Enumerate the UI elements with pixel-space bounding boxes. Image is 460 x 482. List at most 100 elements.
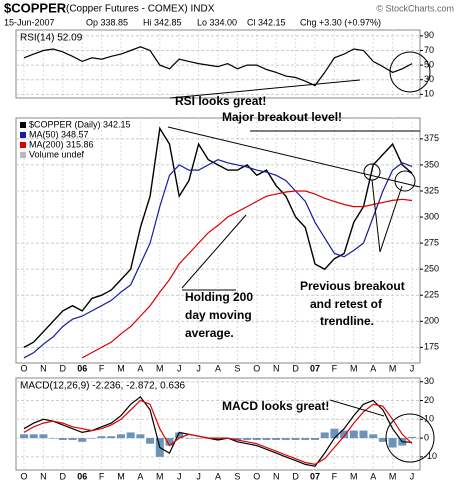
- histogram-bar: [252, 438, 261, 440]
- histogram-bar: [408, 436, 416, 439]
- histogram-bar: [165, 438, 174, 446]
- x-tick-label: J: [177, 471, 182, 481]
- histogram-bar: [369, 434, 378, 439]
- histogram-bar: [20, 434, 28, 439]
- annotation: Holding 200: [185, 290, 253, 304]
- annotation-line: [329, 399, 385, 417]
- legend-label: MA(50) 348.57: [29, 129, 89, 139]
- x-tick-label: 07: [310, 471, 320, 481]
- x-tick-label: M: [117, 363, 125, 373]
- series-line: [81, 190, 413, 359]
- x-tick-label: 06: [77, 363, 87, 373]
- histogram-bar: [388, 438, 397, 448]
- histogram-bar: [58, 438, 67, 440]
- quote: Hi 342.85: [143, 17, 182, 27]
- x-tick-label: D: [60, 363, 67, 373]
- histogram-bar: [78, 438, 87, 442]
- quote: Lo 334.00: [197, 17, 237, 27]
- x-tick-label: O: [253, 471, 260, 481]
- x-tick-label: 06: [77, 471, 87, 481]
- x-tick-label: M: [156, 471, 164, 481]
- x-tick-label: M: [156, 363, 164, 373]
- annotation-circle: [389, 51, 431, 93]
- annotation: and retest of: [310, 297, 383, 311]
- x-tick-label: M: [389, 471, 397, 481]
- x-tick-label: O: [20, 471, 27, 481]
- legend-label: Volume undef: [29, 149, 85, 159]
- x-tick-label: F: [99, 471, 105, 481]
- x-tick-label: D: [292, 363, 299, 373]
- histogram-bar: [311, 438, 319, 440]
- y-tick-label: 90: [424, 30, 434, 40]
- quote: Cl 342.15: [247, 17, 286, 27]
- histogram-bar: [243, 438, 252, 440]
- date: 15-Jun-2007: [4, 17, 55, 27]
- series-line: [23, 399, 413, 466]
- annotation-line: [169, 79, 361, 99]
- x-tick-label: S: [234, 363, 240, 373]
- y-tick-label: 10: [424, 414, 434, 424]
- legend-label: MA(200) 315.86: [29, 139, 94, 149]
- histogram-bar: [330, 428, 339, 439]
- x-tick-label: J: [410, 471, 415, 481]
- histogram-bar: [214, 438, 222, 440]
- x-tick-label: A: [370, 363, 376, 373]
- x-tick-label: S: [234, 471, 240, 481]
- x-tick-label: J: [196, 363, 201, 373]
- x-tick-label: M: [117, 471, 125, 481]
- annotation: Previous breakout: [300, 279, 405, 293]
- x-tick-label: J: [177, 363, 182, 373]
- histogram-bar: [97, 436, 106, 439]
- x-tick-label: O: [20, 363, 27, 373]
- quote: Chg +3.30 (+0.97%): [300, 17, 381, 27]
- x-tick-label: O: [253, 363, 260, 373]
- y-tick-label: 225: [424, 290, 439, 300]
- x-tick-label: A: [137, 363, 143, 373]
- x-tick-label: J: [410, 363, 415, 373]
- quote: Op 338.85: [86, 17, 128, 27]
- histogram-bar: [107, 436, 116, 439]
- x-tick-label: 07: [310, 363, 320, 373]
- series-line: [23, 395, 413, 467]
- legend-swatch: [20, 142, 26, 148]
- y-tick-label: 175: [424, 342, 439, 352]
- y-tick-label: 250: [424, 264, 439, 274]
- histogram-bar: [301, 438, 310, 440]
- y-tick-label: 375: [424, 133, 439, 143]
- annotation-line: [181, 214, 247, 289]
- x-tick-label: M: [350, 471, 358, 481]
- x-tick-label: F: [332, 471, 338, 481]
- annotation: day moving: [185, 308, 252, 322]
- annotation: average.: [185, 326, 234, 340]
- histogram-bar: [175, 432, 184, 439]
- histogram-bar: [281, 438, 290, 440]
- legend-swatch: [20, 132, 26, 138]
- x-tick-label: N: [40, 363, 47, 373]
- histogram-bar: [136, 434, 145, 439]
- x-tick-label: D: [292, 471, 299, 481]
- x-tick-label: D: [60, 471, 67, 481]
- annotation-line: [379, 185, 403, 253]
- histogram-bar: [262, 438, 271, 440]
- histogram-bar: [340, 430, 349, 439]
- histogram-bar: [126, 432, 135, 439]
- x-tick-label: A: [137, 471, 143, 481]
- x-tick-label: F: [332, 363, 338, 373]
- x-tick-label: J: [196, 471, 201, 481]
- x-tick-label: A: [370, 471, 376, 481]
- y-tick-label: 325: [424, 185, 439, 195]
- y-tick-label: 10: [424, 89, 434, 99]
- legend-swatch: [20, 152, 26, 158]
- x-tick-label: A: [215, 471, 221, 481]
- x-tick-label: M: [389, 363, 397, 373]
- annotation-line: [371, 179, 381, 253]
- x-tick-label: N: [273, 363, 280, 373]
- annotation: MACD looks great!: [222, 399, 329, 413]
- panel-label: MACD(12,26,9) -2.236, -2.872, 0.636: [20, 381, 186, 392]
- x-tick-label: N: [40, 471, 47, 481]
- histogram-bar: [291, 438, 300, 440]
- title: $COPPER: [4, 0, 67, 15]
- histogram-bar: [359, 430, 368, 439]
